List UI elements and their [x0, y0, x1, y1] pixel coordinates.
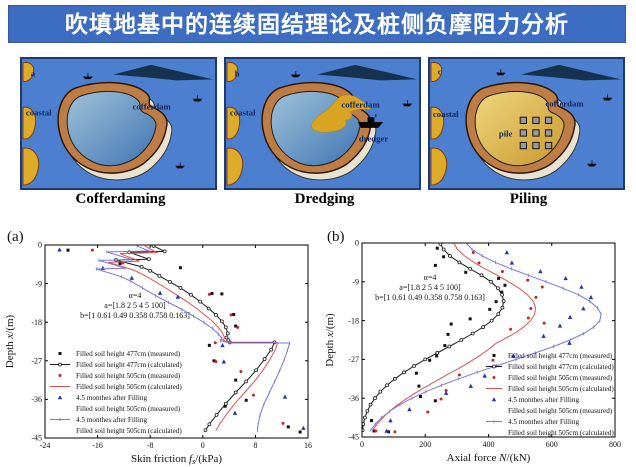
svg-text:0: 0 [360, 440, 364, 449]
svg-text:800: 800 [609, 440, 621, 449]
coastal-label: coastal [230, 107, 256, 117]
caption-cofferdaming: Cofferdaming [75, 191, 166, 207]
svg-text:-27: -27 [31, 357, 42, 366]
svg-text:a=[1.8 2 5 4 5 100]: a=[1.8 2 5 4 5 100] [399, 283, 461, 292]
svg-text:Filled soil height 505cm (meas: Filled soil height 505cm (measured) [508, 407, 613, 415]
svg-text:-45: -45 [31, 434, 42, 443]
svg-text:Filled soil height 505cm (meas: Filled soil height 505cm (measured) [76, 405, 181, 413]
panel-letter: c [438, 67, 442, 77]
coastal-label: coastal [26, 107, 52, 117]
svg-text:Skin friction fs/(kPa): Skin friction fs/(kPa) [131, 453, 222, 466]
cofferdaming-illustration: a coastal cofferdam [20, 57, 217, 190]
svg-text:-16: -16 [92, 441, 103, 450]
svg-text:Filled soil height 505cm (calc: Filled soil height 505cm (calculated) [76, 427, 182, 435]
cofferdam-label: cofferdam [545, 99, 584, 109]
sand-plume [311, 94, 373, 133]
svg-text:-45: -45 [348, 433, 359, 442]
svg-text:Filled soil height 505cm (calc: Filled soil height 505cm (calculated) [76, 383, 182, 391]
svg-text:(b): (b) [327, 229, 345, 245]
svg-text:α=4: α=4 [424, 273, 437, 282]
svg-text:Axial force N/(kN): Axial force N/(kN) [447, 452, 531, 464]
svg-text:Filled soil height 477cm (meas: Filled soil height 477cm (measured) [508, 352, 613, 360]
svg-text:8: 8 [253, 441, 257, 450]
pile-grid [519, 116, 553, 150]
offshore-landmass [317, 64, 418, 81]
dredging-illustration: b coastal cofferdam dredger [224, 57, 421, 190]
svg-text:Filled soil height 477cm (calc: Filled soil height 477cm (calculated) [508, 363, 614, 371]
boat-icon [83, 72, 93, 80]
boat-icon [290, 71, 301, 78]
svg-text:200: 200 [419, 440, 431, 449]
axial-force-chart: α=4a=[1.8 2 5 4 5 100]b=[1 0.61 0.49 0.3… [324, 229, 621, 464]
panel-piling: c coastal cofferdam pile Piling [428, 57, 629, 208]
pile-label: pile [499, 129, 513, 139]
boat-icon [602, 94, 613, 101]
svg-text:Filled soil height 505cm (calc: Filled soil height 505cm (calculated) [508, 429, 614, 437]
dredger-label: dredger [359, 133, 389, 143]
skin-friction-chart: α=4a=[1.8 2 5 4 5 100]b=[1 0.61 0.49 0.3… [4, 229, 312, 466]
svg-text:α=4: α=4 [129, 291, 142, 300]
svg-text:b=[1 0.61 0.49 0.358 0.758 0.1: b=[1 0.61 0.49 0.358 0.758 0.163] [375, 293, 485, 302]
svg-text:Filled soil height 477cm (calc: Filled soil height 477cm (calculated) [76, 361, 182, 369]
caption-dredging: Dredging [294, 191, 355, 207]
svg-text:-9: -9 [35, 279, 42, 288]
svg-text:a=[1.8 2 5 4 5 100]: a=[1.8 2 5 4 5 100] [104, 301, 166, 310]
panel-dredging: b coastal cofferdam dredger Dredging [224, 57, 425, 208]
svg-text:600: 600 [546, 440, 558, 449]
svg-text:-27: -27 [348, 355, 359, 364]
svg-text:16: 16 [304, 441, 312, 450]
svg-text:Filled soil height 505cm (meas: Filled soil height 505cm (measured) [76, 372, 181, 380]
boat-icon [192, 95, 203, 102]
svg-text:4.5 monthes after Filling: 4.5 monthes after Filling [76, 416, 147, 424]
svg-text:b=[1 0.61 0.49 0.358 0.758 0.1: b=[1 0.61 0.49 0.358 0.758 0.163] [80, 311, 190, 320]
caption-piling: Piling [509, 191, 548, 207]
svg-text:4.5 monthes after Filling: 4.5 monthes after Filling [76, 394, 147, 402]
coastal-land [22, 61, 40, 186]
svg-text:(a): (a) [7, 229, 24, 245]
panel-letter: a [31, 68, 36, 78]
offshore-landmass [113, 64, 214, 81]
svg-text:0: 0 [38, 241, 42, 250]
svg-text:400: 400 [483, 440, 495, 449]
svg-text:-18: -18 [31, 318, 42, 327]
svg-text:Depth x/(m): Depth x/(m) [4, 314, 16, 368]
boat-icons [83, 72, 203, 169]
title-banner: 吹填地基中的连续固结理论及桩侧负摩阻力分析 [8, 5, 626, 43]
cofferdam-label: cofferdam [133, 101, 172, 111]
svg-text:-9: -9 [352, 278, 359, 287]
boat-icon [175, 162, 185, 169]
svg-text:Filled soil height 505cm (meas: Filled soil height 505cm (measured) [508, 374, 613, 382]
boat-icon [495, 69, 506, 76]
piling-illustration: c coastal cofferdam pile [428, 57, 625, 190]
boat-icon [402, 100, 413, 107]
coastal-land [430, 61, 448, 186]
filled-ground [474, 90, 565, 167]
svg-text:4.5 monthes after Filling: 4.5 monthes after Filling [508, 396, 579, 404]
lagoon-interior [66, 90, 157, 167]
svg-text:Filled soil height 505cm (calc: Filled soil height 505cm (calculated) [508, 385, 614, 393]
svg-text:Depth x/(m): Depth x/(m) [324, 313, 336, 367]
svg-text:-24: -24 [40, 441, 51, 450]
page-title: 吹填地基中的连续固结理论及桩侧负摩阻力分析 [65, 11, 569, 37]
coastal-land [226, 61, 244, 186]
panel-cofferdaming: a coastal cofferdam Cofferdaming [20, 57, 221, 208]
svg-text:-8: -8 [147, 441, 154, 450]
svg-text:Filled soil height 477cm (meas: Filled soil height 477cm (measured) [76, 350, 181, 358]
panel-letter: b [235, 68, 240, 78]
svg-text:-18: -18 [348, 316, 359, 325]
svg-text:4.5 monthes after Filling: 4.5 monthes after Filling [508, 418, 579, 426]
svg-text:-36: -36 [348, 394, 359, 403]
svg-text:0: 0 [355, 239, 359, 248]
svg-text:0: 0 [201, 441, 205, 450]
cofferdam-label: cofferdam [341, 99, 380, 109]
coastal-label: coastal [433, 109, 459, 119]
boat-icon [587, 160, 597, 167]
dredger-icon [357, 114, 384, 128]
offshore-landmass [521, 64, 622, 81]
svg-text:-36: -36 [31, 395, 42, 404]
